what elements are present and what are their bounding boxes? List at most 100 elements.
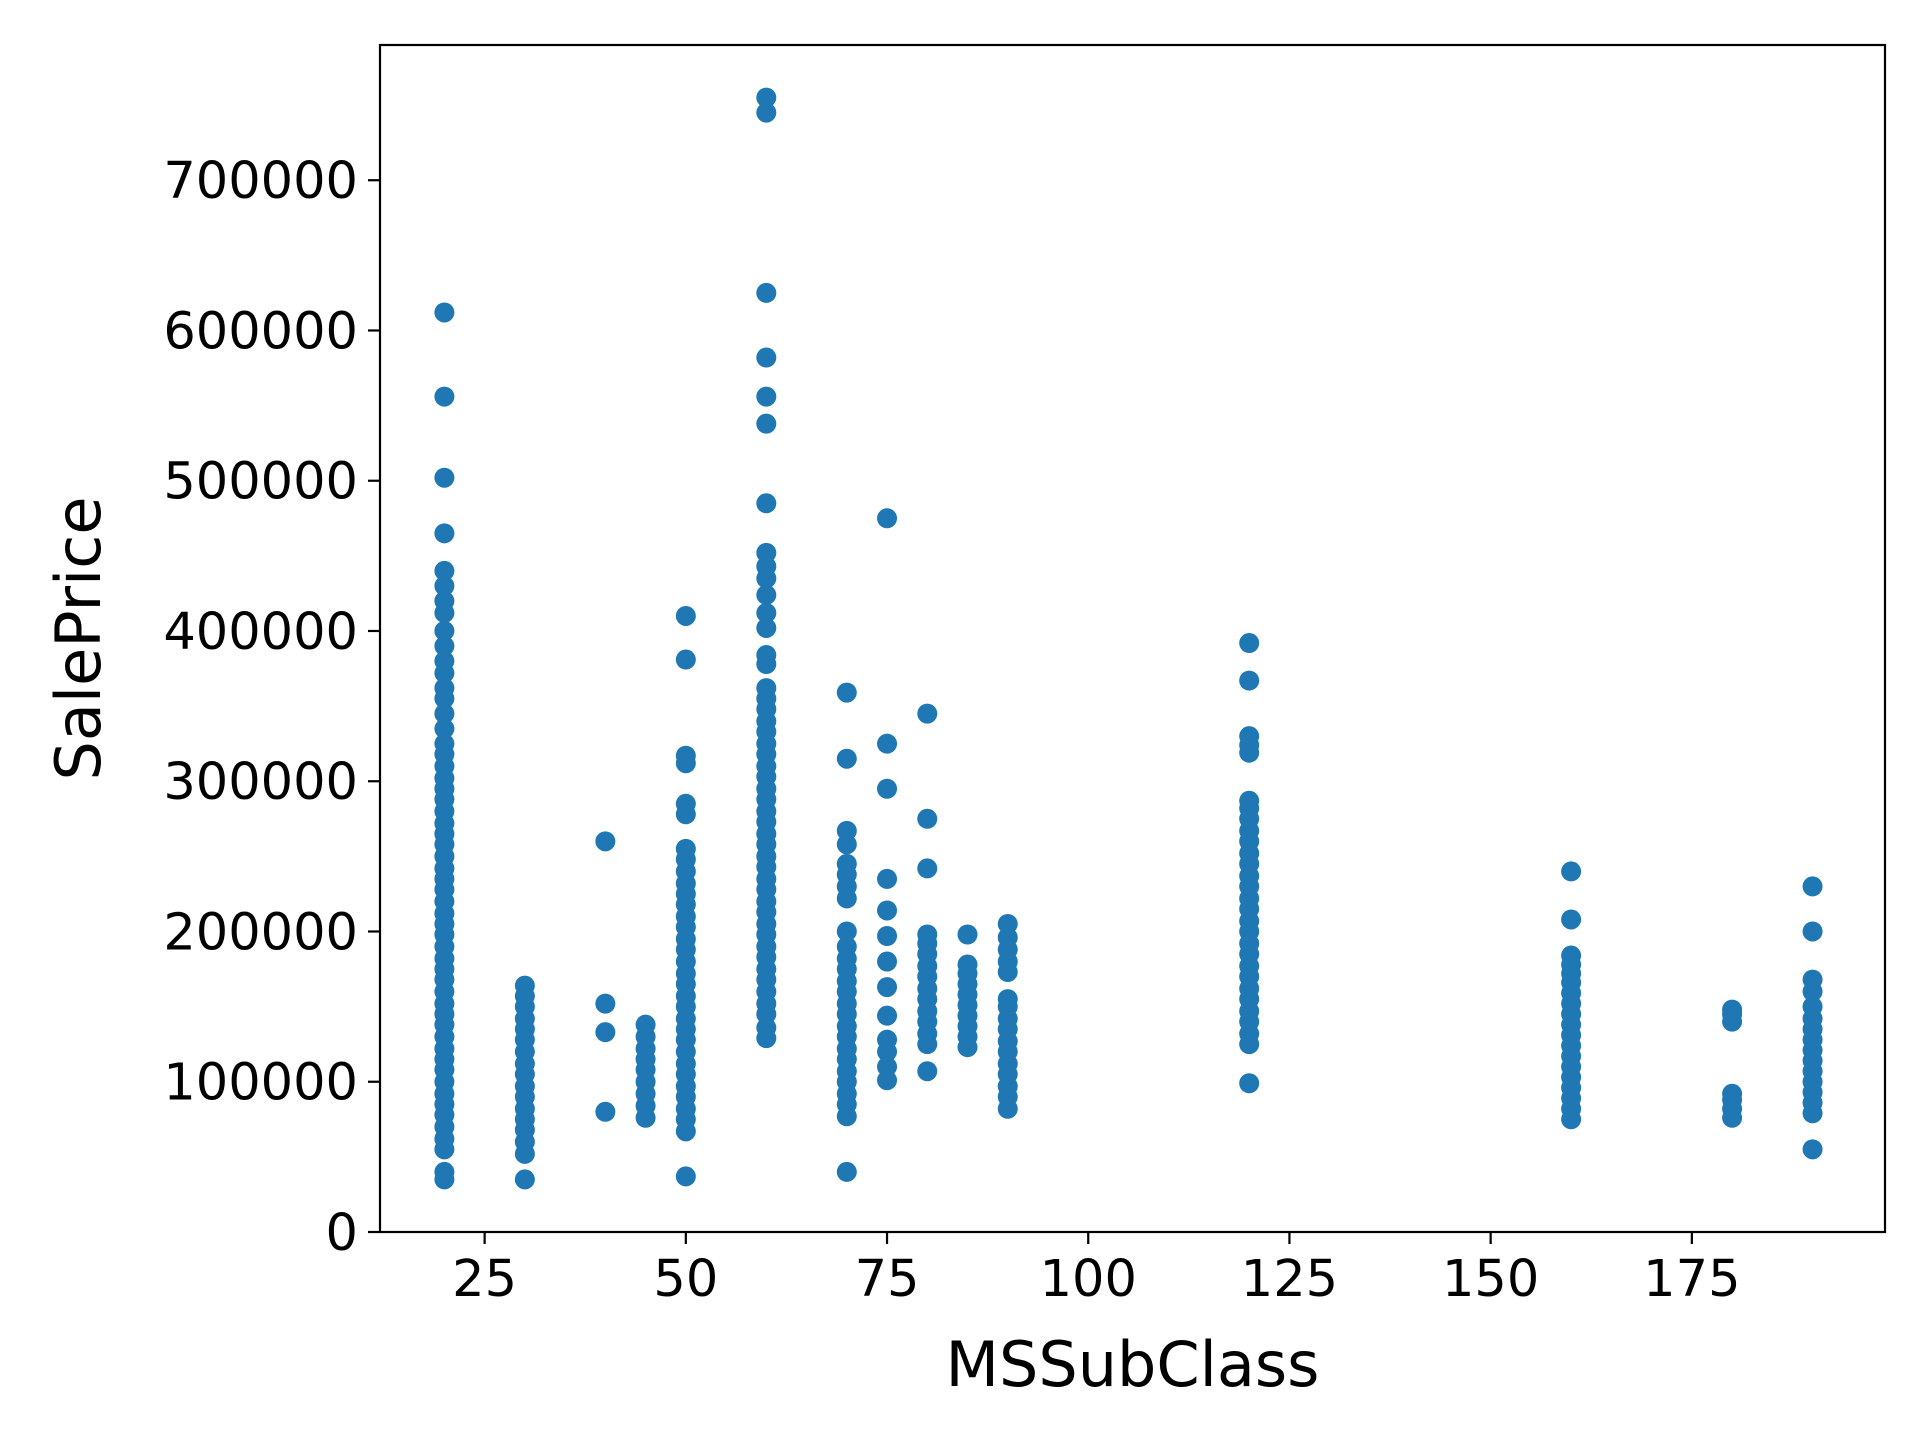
data-point xyxy=(997,989,1018,1010)
x-tick-label: 50 xyxy=(653,1250,718,1309)
data-point xyxy=(1239,1073,1260,1094)
data-point xyxy=(1239,790,1260,811)
data-point xyxy=(434,651,455,672)
data-point xyxy=(434,636,455,657)
data-point xyxy=(434,386,455,407)
data-point xyxy=(1802,969,1823,990)
data-point xyxy=(877,977,898,998)
data-point xyxy=(917,703,938,724)
y-tick-label: 400000 xyxy=(163,603,358,662)
data-point xyxy=(434,703,455,724)
data-point xyxy=(756,347,777,368)
data-point xyxy=(877,1056,898,1077)
data-point xyxy=(836,748,857,769)
data-point xyxy=(917,1061,938,1082)
data-point xyxy=(1561,909,1582,930)
data-point xyxy=(434,590,455,611)
data-point xyxy=(917,858,938,879)
data-point xyxy=(836,682,857,703)
data-point xyxy=(836,853,857,874)
y-tick-label: 0 xyxy=(326,1204,358,1263)
data-point xyxy=(1722,1083,1743,1104)
data-point xyxy=(595,1022,616,1043)
data-point xyxy=(957,954,978,975)
data-point xyxy=(675,745,696,766)
data-point xyxy=(877,900,898,921)
y-tick-label: 300000 xyxy=(163,753,358,812)
data-point xyxy=(877,868,898,889)
data-point xyxy=(877,951,898,972)
data-point xyxy=(675,838,696,859)
data-point xyxy=(836,921,857,942)
data-point xyxy=(434,718,455,739)
data-point xyxy=(1239,670,1260,691)
y-axis-ticks: 0 100000 200000 300000 400000 500000 600000 700… xyxy=(163,152,380,1263)
data-point xyxy=(434,1161,455,1182)
data-point xyxy=(1802,996,1823,1017)
data-point xyxy=(917,808,938,829)
data-point xyxy=(836,820,857,841)
data-point xyxy=(877,778,898,799)
data-point xyxy=(756,493,777,514)
data-point xyxy=(877,508,898,529)
data-point xyxy=(635,1014,656,1035)
data-points xyxy=(434,87,1823,1190)
x-axis-ticks: 25 50 75 100 125 150 175 xyxy=(452,1232,1741,1309)
y-tick-label: 600000 xyxy=(163,302,358,361)
data-point xyxy=(595,993,616,1014)
x-tick-label: 75 xyxy=(855,1250,920,1309)
x-tick-label: 100 xyxy=(1040,1250,1137,1309)
data-point xyxy=(514,1169,535,1190)
data-point xyxy=(877,926,898,946)
y-tick-label: 100000 xyxy=(163,1054,358,1113)
x-tick-label: 125 xyxy=(1241,1250,1338,1309)
data-point xyxy=(434,575,455,596)
data-point xyxy=(1239,726,1260,747)
data-point xyxy=(917,924,938,945)
data-point xyxy=(1722,999,1743,1020)
data-point xyxy=(756,584,777,605)
data-point xyxy=(877,1029,898,1050)
data-point xyxy=(836,936,857,957)
x-axis-title: MSSubClass xyxy=(946,1328,1320,1401)
data-point xyxy=(434,733,455,754)
data-point xyxy=(997,913,1018,934)
data-point xyxy=(877,733,898,754)
y-tick-label: 500000 xyxy=(163,453,358,512)
data-point xyxy=(756,602,777,623)
x-tick-label: 25 xyxy=(452,1250,517,1309)
y-tick-label: 700000 xyxy=(163,152,358,211)
y-axis-title: SalePrice xyxy=(42,497,115,781)
data-point xyxy=(957,924,978,945)
data-point xyxy=(595,1101,616,1122)
data-point xyxy=(595,831,616,852)
data-point xyxy=(675,793,696,814)
data-point xyxy=(514,975,535,996)
data-point xyxy=(675,605,696,626)
plot-frame xyxy=(378,43,1887,1234)
data-point xyxy=(1239,633,1260,654)
data-point xyxy=(877,1005,898,1026)
data-point xyxy=(756,617,777,638)
data-point xyxy=(434,302,455,323)
data-point xyxy=(434,523,455,544)
data-point xyxy=(434,678,455,699)
data-point xyxy=(756,645,777,666)
data-point xyxy=(756,542,777,563)
x-tick-label: 175 xyxy=(1643,1250,1740,1309)
data-point xyxy=(1561,945,1582,966)
data-point xyxy=(756,102,777,123)
data-point xyxy=(434,467,455,488)
data-point xyxy=(1561,861,1582,882)
data-point xyxy=(756,386,777,407)
data-point xyxy=(1802,1139,1823,1160)
data-point xyxy=(675,1166,696,1187)
data-point xyxy=(756,413,777,434)
data-point xyxy=(756,678,777,699)
data-point xyxy=(434,560,455,581)
data-point xyxy=(1802,921,1823,942)
data-point xyxy=(675,649,696,670)
y-tick-label: 200000 xyxy=(163,903,358,962)
